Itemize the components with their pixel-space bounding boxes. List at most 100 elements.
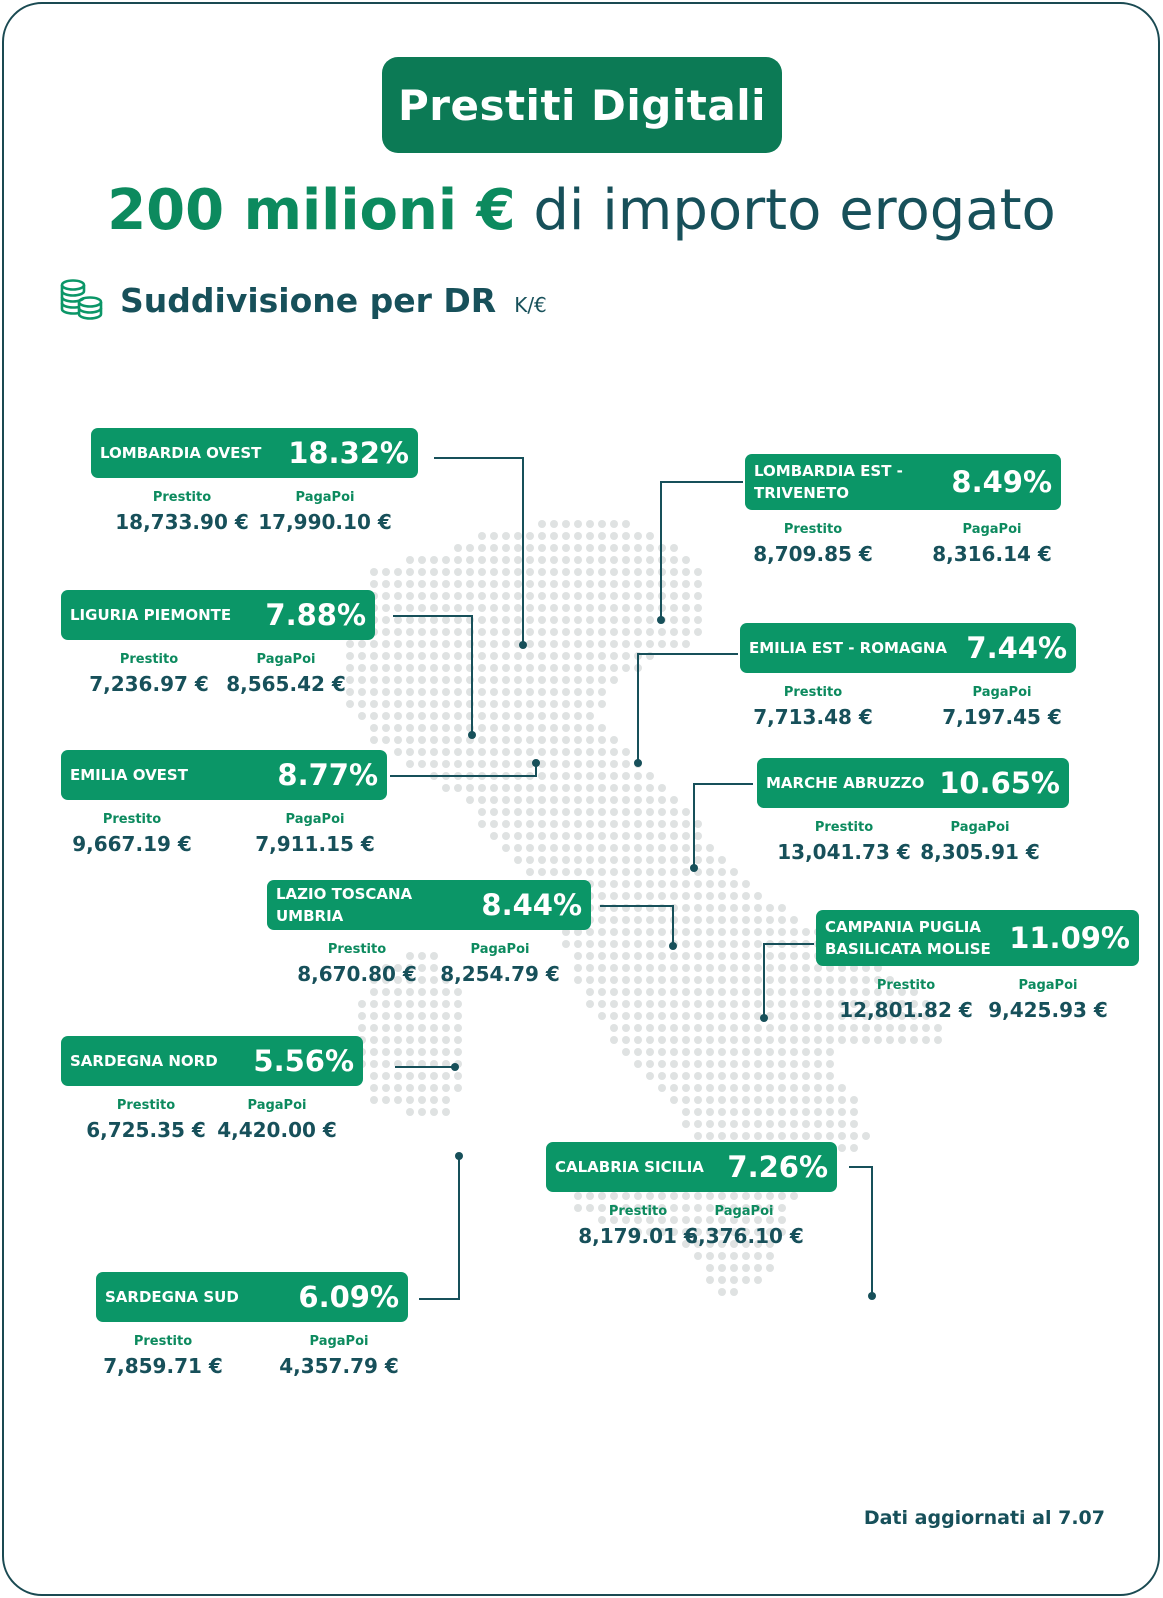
map-dot: [454, 784, 462, 792]
map-dot: [730, 1036, 738, 1044]
map-dot: [790, 952, 798, 960]
map-dot: [370, 1048, 378, 1056]
map-dot: [610, 616, 618, 624]
map-dot: [394, 1048, 402, 1056]
map-dot: [394, 568, 402, 576]
map-dot: [622, 760, 630, 768]
map-dot: [394, 976, 402, 984]
map-dot: [442, 1072, 450, 1080]
map-dot: [526, 736, 534, 744]
map-dot: [694, 940, 702, 948]
map-dot: [394, 580, 402, 588]
map-dot: [550, 544, 558, 552]
map-dot: [598, 724, 606, 732]
map-dot: [790, 964, 798, 972]
map-dot: [610, 796, 618, 804]
map-dot: [598, 832, 606, 840]
map-dot: [634, 556, 642, 564]
map-dot: [502, 580, 510, 588]
map-dot: [454, 592, 462, 600]
map-dot: [646, 556, 654, 564]
map-dot: [622, 532, 630, 540]
map-dot: [418, 988, 426, 996]
map-dot: [478, 664, 486, 672]
map-dot: [742, 1000, 750, 1008]
map-dot: [430, 964, 438, 972]
map-dot: [382, 724, 390, 732]
map-dot: [478, 652, 486, 660]
map-dot: [478, 592, 486, 600]
page-title: Prestiti Digitali: [382, 57, 782, 153]
map-dot: [658, 856, 666, 864]
map-dot: [610, 868, 618, 876]
map-dot: [682, 1096, 690, 1104]
paylater-column: PagaPoi 4,357.79 €: [279, 1334, 399, 1378]
map-dot: [490, 580, 498, 588]
map-dot: [658, 988, 666, 996]
map-dot: [382, 976, 390, 984]
map-dot: [358, 700, 366, 708]
map-dot: [706, 952, 714, 960]
loan-label: Prestito: [783, 685, 843, 700]
map-dot: [682, 1048, 690, 1056]
map-dot: [562, 736, 570, 744]
map-dot: [718, 1000, 726, 1008]
map-dot: [598, 856, 606, 864]
region-header: CAMPANIA PUGLIA BASILICATA MOLISE 11.09%: [816, 910, 1139, 966]
map-dot: [754, 1096, 762, 1104]
map-dot: [898, 1000, 906, 1008]
region-name: LIGURIA PIEMONTE: [70, 606, 232, 624]
map-dot: [586, 808, 594, 816]
map-dot: [490, 832, 498, 840]
map-dot: [502, 556, 510, 564]
map-dot: [874, 1036, 882, 1044]
map-dot: [442, 748, 450, 756]
map-dot: [382, 652, 390, 660]
loan-value: 8,179.01 €: [578, 1224, 698, 1248]
map-dot: [814, 1072, 822, 1080]
map-dot: [670, 1024, 678, 1032]
map-dot: [574, 688, 582, 696]
map-dot: [394, 604, 402, 612]
map-dot: [394, 988, 402, 996]
map-dot: [646, 844, 654, 852]
map-dot: [634, 1192, 642, 1200]
map-dot: [358, 1012, 366, 1020]
map-dot: [370, 1072, 378, 1080]
map-dot: [826, 1060, 834, 1068]
map-dot: [886, 1036, 894, 1044]
map-dot: [718, 1012, 726, 1020]
map-dot: [742, 1204, 750, 1212]
map-dot: [430, 652, 438, 660]
map-dot: [850, 1132, 858, 1140]
map-dot: [658, 952, 666, 960]
map-dot: [550, 808, 558, 816]
map-dot: [694, 1096, 702, 1104]
paylater-column: PagaPoi 8,305.91 €: [920, 820, 1040, 864]
map-dot: [622, 988, 630, 996]
map-dot: [706, 1264, 714, 1272]
map-dot: [454, 1084, 462, 1092]
map-dot: [418, 1108, 426, 1116]
paylater-value: 7,197.45 €: [942, 705, 1062, 729]
map-dot: [670, 604, 678, 612]
map-dot: [610, 592, 618, 600]
map-dot: [598, 820, 606, 828]
map-dot: [778, 1024, 786, 1032]
map-dot: [574, 772, 582, 780]
loan-value: 7,859.71 €: [103, 1354, 223, 1378]
map-dot: [406, 1024, 414, 1032]
map-dot: [682, 1012, 690, 1020]
map-dot: [670, 1228, 678, 1236]
map-dot: [538, 568, 546, 576]
map-dot: [778, 1120, 786, 1128]
map-dot: [742, 1252, 750, 1260]
map-dot: [598, 1012, 606, 1020]
map-dot: [670, 1096, 678, 1104]
map-dot: [406, 616, 414, 624]
map-dot: [634, 856, 642, 864]
map-dot: [730, 916, 738, 924]
map-dot: [406, 760, 414, 768]
region-name: EMILIA OVEST: [70, 766, 188, 784]
map-dot: [418, 1096, 426, 1104]
